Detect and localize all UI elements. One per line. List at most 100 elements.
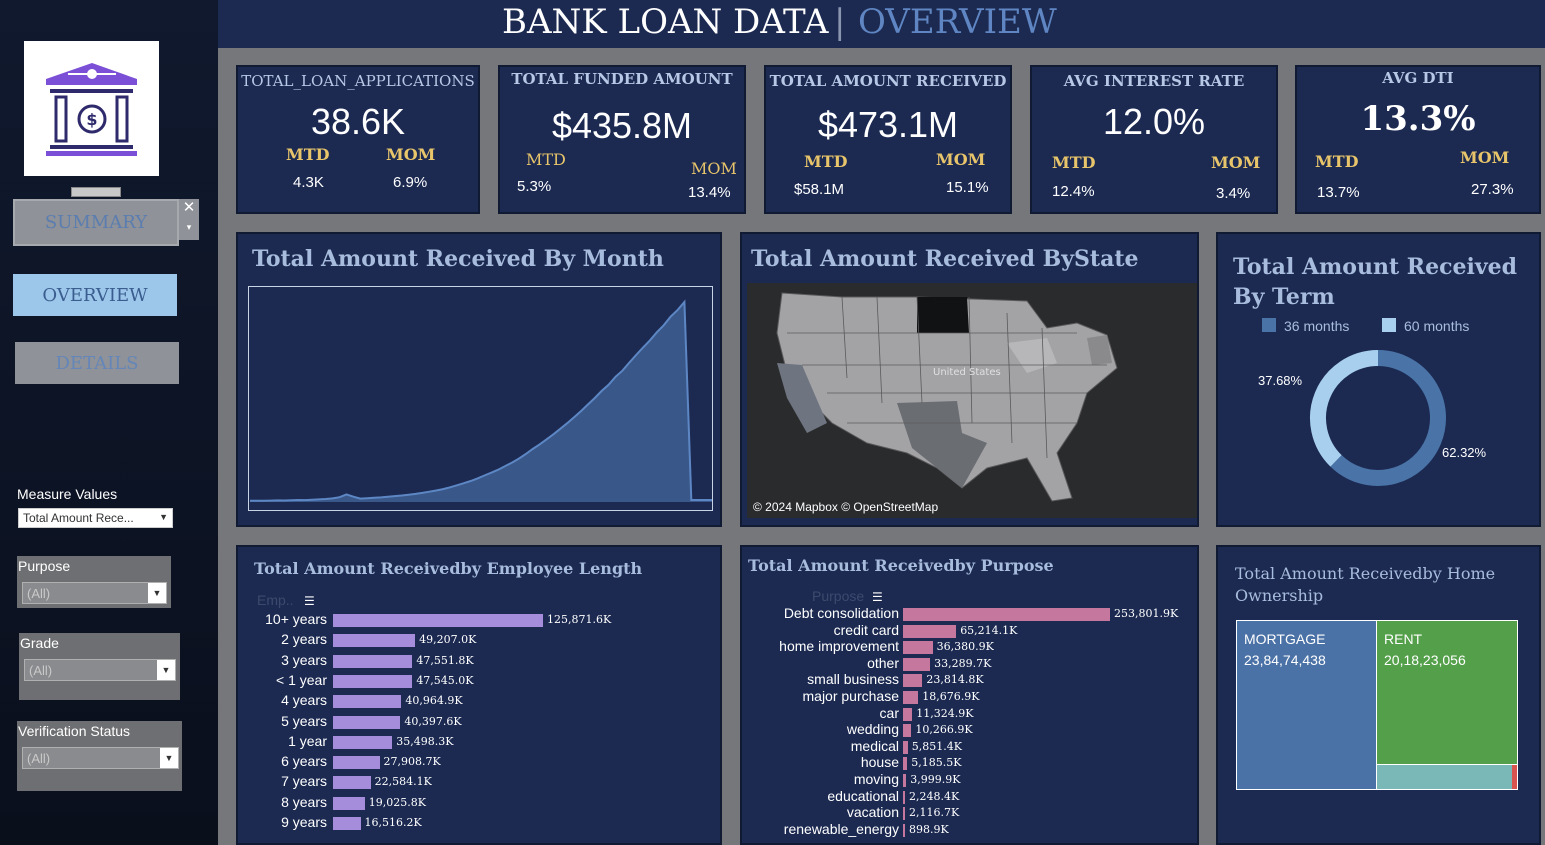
bar-category-label: 1 year — [288, 732, 327, 749]
panel-amount-by-month: Total Amount Received By Month — [236, 232, 722, 527]
bar-category-label: 10+ years — [265, 611, 327, 627]
panel-title-line2: By Term — [1233, 284, 1335, 310]
bar-category-label: house — [860, 754, 899, 771]
verification-select[interactable]: (All) ▼ — [22, 747, 179, 769]
panel-amount-by-employee-length: Total Amount Receivedby Employee Length … — [236, 545, 722, 845]
bar[interactable] — [333, 776, 371, 790]
bar[interactable] — [333, 634, 416, 648]
bar[interactable] — [903, 641, 933, 655]
sort-icon[interactable]: ☰ — [304, 594, 315, 608]
panel-title-line1: Total Amount Received — [1233, 254, 1517, 280]
treemap-label: RENT — [1384, 631, 1423, 647]
panel-title: Total Amount Receivedby Purpose — [748, 556, 1054, 575]
bar[interactable] — [333, 817, 361, 830]
kpi-title: TOTAL FUNDED AMOUNT — [511, 70, 733, 88]
kpi-value: 12.0% — [1102, 101, 1206, 142]
bar[interactable] — [903, 657, 931, 671]
panel-amount-by-state: Total Amount Received ByState United Sta — [740, 232, 1199, 527]
bar-category-label: small business — [807, 671, 899, 688]
kpi-value: $435.8M — [551, 105, 693, 146]
bar[interactable] — [903, 807, 905, 821]
chevron-down-icon: ▼ — [159, 512, 168, 522]
donut-label-60-months: 37.68% — [1258, 373, 1303, 388]
legend-swatch-60-months — [1382, 318, 1396, 332]
overview-button[interactable]: OVERVIEW — [13, 274, 177, 316]
treemap-cell-rent[interactable]: RENT 20,18,23,056 — [1377, 621, 1517, 765]
kpi-mtd-value: 13.7% — [1317, 184, 1360, 201]
details-button[interactable]: DETAILS — [15, 342, 179, 384]
bar-category-label: medical — [850, 737, 899, 754]
bar[interactable] — [903, 608, 1110, 621]
bar[interactable] — [903, 757, 908, 771]
purpose-select[interactable]: (All) ▼ — [22, 582, 167, 604]
kpi-title: TOTAL_LOAN_APPLICATIONS — [241, 72, 475, 90]
bar[interactable] — [903, 823, 905, 837]
kpi-avg-dti: AVG DTI 13.3% MTD MOM 13.7% 27.3% — [1295, 65, 1541, 214]
bar[interactable] — [333, 674, 413, 688]
bar-category-label: 4 years — [281, 692, 327, 709]
axis-header: Purpose — [812, 588, 865, 604]
bar[interactable] — [903, 790, 905, 804]
bar[interactable] — [333, 715, 401, 729]
chevron-down-icon: ▼ — [157, 660, 175, 680]
bar[interactable] — [333, 735, 393, 749]
bar[interactable] — [333, 756, 380, 770]
bar-category-label: 3 years — [281, 651, 327, 668]
grade-filter: Grade (All) ▼ — [19, 633, 180, 700]
bar[interactable] — [903, 674, 923, 688]
kpi-mom-value: 13.4% — [688, 184, 731, 201]
summary-button[interactable]: SUMMARY — [13, 199, 179, 246]
kpi-title: AVG DTI — [1382, 69, 1454, 87]
bar-category-label: wedding — [846, 721, 899, 738]
bar-value-label: 16,516.2K — [364, 816, 422, 829]
kpi-mom-label: MOM — [691, 159, 737, 178]
grade-select[interactable]: (All) ▼ — [24, 659, 176, 681]
bar[interactable] — [903, 774, 907, 787]
term-donut-chart[interactable] — [1306, 346, 1450, 490]
dashboard-subtitle: OVERVIEW — [858, 2, 1057, 42]
bar-category-label: credit card — [833, 621, 899, 638]
bar-value-label: 2,116.7K — [909, 806, 960, 820]
bar-category-label: moving — [853, 771, 899, 787]
bar[interactable] — [333, 796, 365, 810]
legend-label-60-months: 60 months — [1404, 318, 1470, 334]
purpose-filter-label: Purpose — [18, 558, 71, 574]
state-map[interactable]: United States © 2024 Mapbox © OpenStreet… — [747, 283, 1197, 518]
kpi-value: 13.3% — [1360, 99, 1476, 139]
verification-filter: Verification Status (All) ▼ — [17, 721, 182, 791]
bar[interactable] — [903, 624, 957, 638]
bar-category-label: 2 years — [281, 631, 327, 648]
bar[interactable] — [903, 740, 908, 754]
home-ownership-treemap[interactable]: MORTGAGE 23,84,74,438 RENT 20,18,23,056 — [1236, 620, 1518, 790]
treemap-value: 23,84,74,438 — [1244, 652, 1326, 668]
drag-handle[interactable] — [71, 187, 121, 197]
treemap-cell-other[interactable] — [1512, 765, 1517, 789]
state-north-dakota — [917, 297, 969, 333]
bar-value-label: 47,545.0K — [416, 673, 474, 687]
donut-slice-60-months[interactable] — [1310, 350, 1379, 467]
bar-value-label: 40,397.6K — [404, 714, 462, 728]
bar[interactable] — [333, 695, 402, 709]
panel-amount-by-term: Total Amount Received By Term 36 months … — [1216, 232, 1541, 527]
bar-category-label: 8 years — [281, 793, 327, 810]
panel-title: Total Amount Receivedby Home Ownership — [1235, 563, 1495, 607]
bar-category-label: 6 years — [281, 753, 327, 770]
sort-icon[interactable]: ☰ — [872, 590, 883, 604]
bar[interactable] — [903, 691, 919, 704]
bar[interactable] — [903, 724, 912, 738]
bar[interactable] — [903, 707, 913, 721]
kpi-mom-label: MOM — [1211, 153, 1261, 172]
kpi-mom-value: 15.1% — [946, 179, 989, 196]
treemap-cell-own[interactable] — [1377, 765, 1512, 789]
bar[interactable] — [333, 654, 413, 668]
close-icon[interactable]: ✕ ▾ — [179, 199, 199, 240]
treemap-cell-mortgage[interactable]: MORTGAGE 23,84,74,438 — [1237, 621, 1377, 789]
kpi-title: TOTAL AMOUNT RECEIVED — [769, 72, 1007, 90]
measure-values-select[interactable]: Total Amount Rece... ▼ — [18, 508, 173, 528]
bar-value-label: 253,801.9K — [1114, 607, 1179, 620]
donut-slice-36-months[interactable] — [1330, 350, 1446, 486]
month-area-chart[interactable] — [248, 286, 714, 512]
bar-category-label: renewable_energy — [783, 820, 899, 837]
bar-value-label: 19,025.8K — [368, 795, 426, 809]
bar[interactable] — [333, 614, 543, 627]
